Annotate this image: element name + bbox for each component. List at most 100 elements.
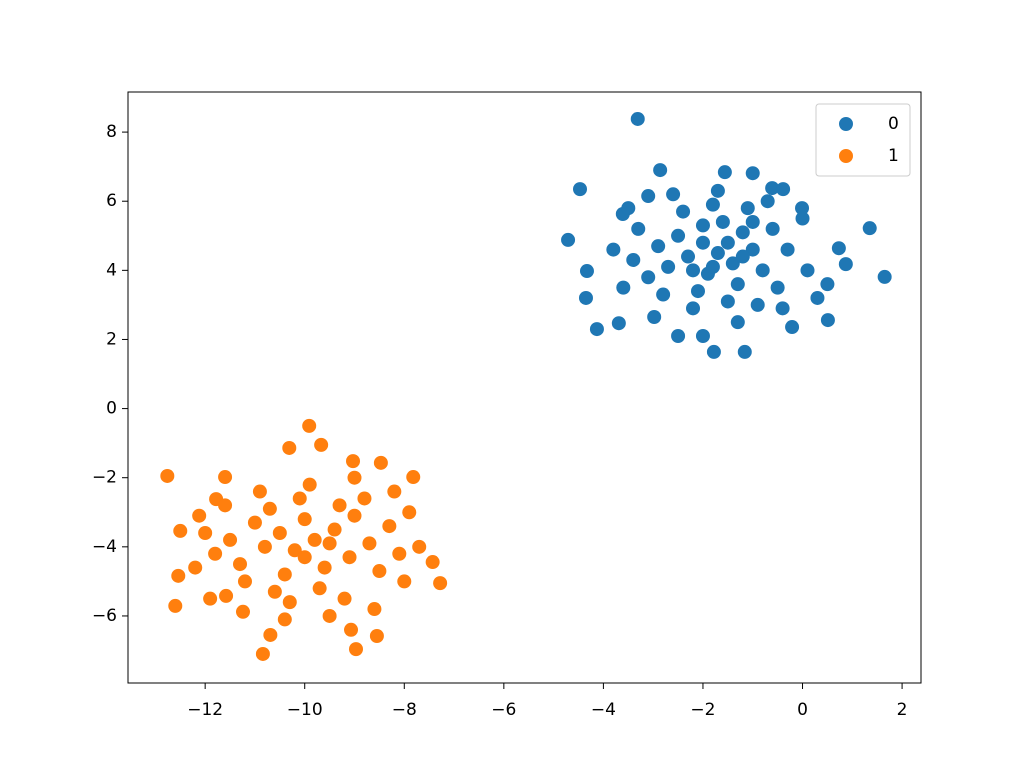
scatter-point xyxy=(737,344,752,359)
scatter-point xyxy=(233,557,248,572)
scatter-point xyxy=(631,221,646,236)
scatter-point xyxy=(425,555,440,570)
scatter-point xyxy=(725,256,740,271)
y-tick-label: 2 xyxy=(106,329,117,349)
scatter-point xyxy=(302,477,317,492)
scatter-point xyxy=(168,598,183,613)
scatter-point xyxy=(750,297,765,312)
scatter-point xyxy=(337,591,352,606)
scatter-point xyxy=(171,568,186,583)
scatter-point xyxy=(402,505,417,520)
scatter-point xyxy=(332,498,347,513)
y-tick-label: 8 xyxy=(106,122,117,142)
scatter-point xyxy=(160,468,175,483)
scatter-point xyxy=(695,329,710,344)
scatter-point xyxy=(776,182,791,197)
scatter-point xyxy=(287,543,302,558)
scatter-point xyxy=(277,567,292,582)
scatter-point xyxy=(838,257,853,272)
scatter-point xyxy=(795,211,810,226)
y-tick-label: −2 xyxy=(92,468,117,488)
scatter-point xyxy=(218,498,233,513)
scatter-point xyxy=(173,523,188,538)
legend-label: 0 xyxy=(888,114,899,134)
scatter-point xyxy=(573,182,588,197)
scatter-point xyxy=(671,329,686,344)
scatter-point xyxy=(706,344,721,359)
scatter-point xyxy=(327,522,342,537)
scatter-point xyxy=(255,646,270,661)
scatter-point xyxy=(267,584,282,599)
scatter-point xyxy=(745,166,760,181)
scatter-point xyxy=(710,246,725,261)
scatter-point xyxy=(342,550,357,565)
scatter-point xyxy=(203,591,218,606)
scatter-point xyxy=(257,539,272,554)
scatter-point xyxy=(362,536,377,551)
scatter-point xyxy=(192,508,207,523)
scatter-point xyxy=(810,290,825,305)
scatter-point xyxy=(292,491,307,506)
scatter-point xyxy=(282,440,297,455)
scatter-point xyxy=(589,322,604,337)
legend-marker xyxy=(839,117,853,131)
scatter-point xyxy=(705,259,720,274)
scatter-point xyxy=(272,526,287,541)
scatter-point xyxy=(641,189,656,204)
scatter-point xyxy=(862,221,877,236)
scatter-point xyxy=(800,263,815,278)
scatter-point xyxy=(630,111,645,126)
scatter-point xyxy=(373,455,388,470)
plot-frame xyxy=(127,91,922,684)
scatter-point xyxy=(705,197,720,212)
x-tick-label: 0 xyxy=(797,700,808,720)
scatter-point xyxy=(686,301,701,316)
scatter-point xyxy=(676,204,691,219)
scatter-point xyxy=(322,608,337,623)
scatter-point xyxy=(219,588,234,603)
scatter-point xyxy=(661,259,676,274)
scatter-point xyxy=(765,181,780,196)
scatter-point xyxy=(735,225,750,240)
scatter-point xyxy=(877,269,892,284)
scatter-point xyxy=(397,574,412,589)
scatter-point xyxy=(392,546,407,561)
y-tick-label: 0 xyxy=(106,399,117,419)
scatter-point xyxy=(252,484,267,499)
scatter-point xyxy=(606,242,621,257)
scatter-point xyxy=(647,309,662,324)
scatter-point xyxy=(730,277,745,292)
x-tick-label: −2 xyxy=(690,700,715,720)
legend-marker xyxy=(839,149,853,163)
scatter-point xyxy=(307,532,322,547)
scatter-point xyxy=(578,290,593,305)
x-tick-label: −6 xyxy=(491,700,516,720)
scatter-point xyxy=(681,249,696,264)
y-tick-label: −6 xyxy=(92,606,117,626)
scatter-point xyxy=(317,560,332,575)
scatter-point xyxy=(223,532,238,547)
scatter-point xyxy=(218,470,233,485)
scatter-point xyxy=(735,249,750,264)
scatter-point xyxy=(372,564,387,579)
scatter-point xyxy=(715,214,730,229)
scatter-point xyxy=(745,214,760,229)
scatter-point xyxy=(387,484,402,499)
scatter-point xyxy=(611,316,626,331)
x-tick-label: −12 xyxy=(187,700,223,720)
scatter-point xyxy=(695,235,710,250)
scatter-point xyxy=(347,470,362,485)
scatter-point xyxy=(666,187,681,202)
scatter-point xyxy=(740,201,755,216)
scatter-point xyxy=(322,536,337,551)
scatter-point xyxy=(263,627,278,642)
x-tick-label: −4 xyxy=(591,700,616,720)
scatter-point xyxy=(247,515,262,530)
scatter-point xyxy=(208,546,223,561)
legend-label: 1 xyxy=(888,146,899,166)
scatter-point xyxy=(297,512,312,527)
scatter-point xyxy=(690,284,705,299)
scatter-point xyxy=(188,560,203,575)
scatter-point xyxy=(720,235,735,250)
scatter-point xyxy=(770,280,785,295)
